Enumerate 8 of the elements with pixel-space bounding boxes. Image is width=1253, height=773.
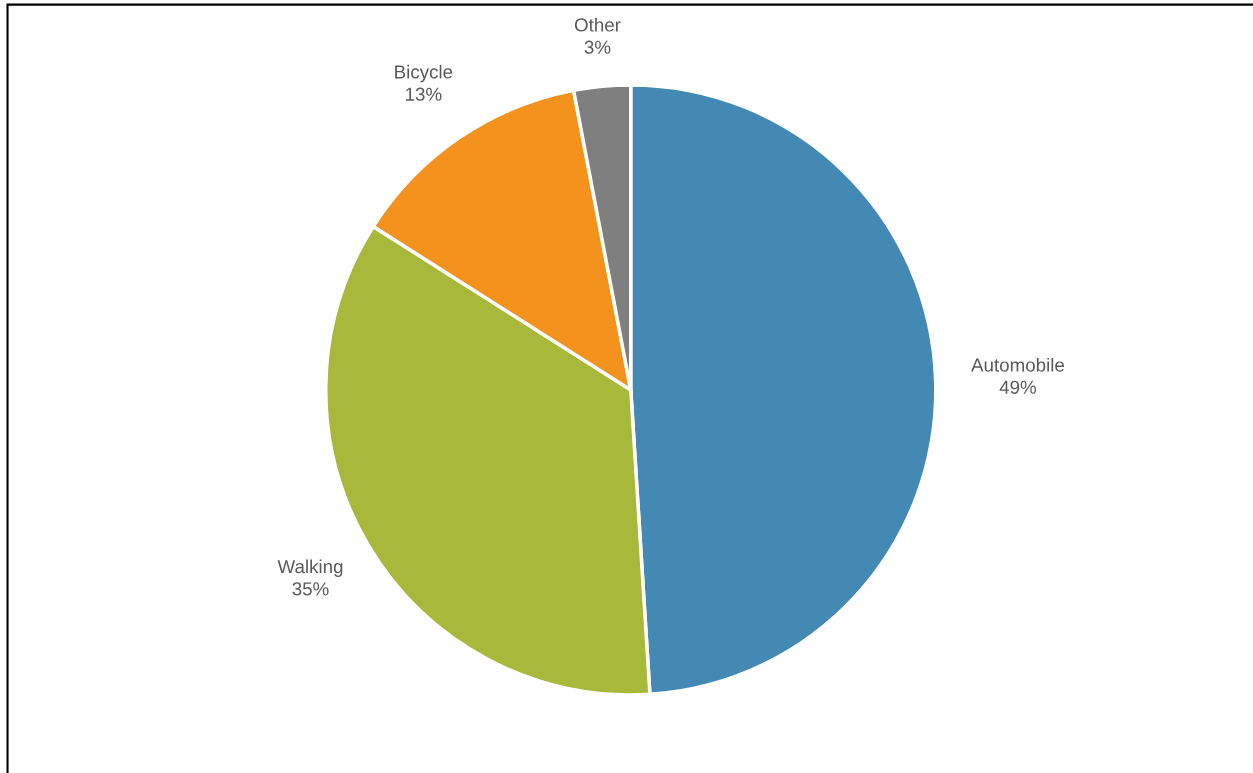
data-label: 35% <box>292 582 329 596</box>
slice-label: Bicycle <box>395 64 453 83</box>
slice-label: Automobile <box>971 357 1065 372</box>
data-label: 3% <box>584 40 611 54</box>
slice-label: Walking <box>277 559 343 577</box>
data-label: 13% <box>406 87 442 101</box>
data-label: 49% <box>999 380 1037 394</box>
slice-label: Other <box>574 17 621 32</box>
